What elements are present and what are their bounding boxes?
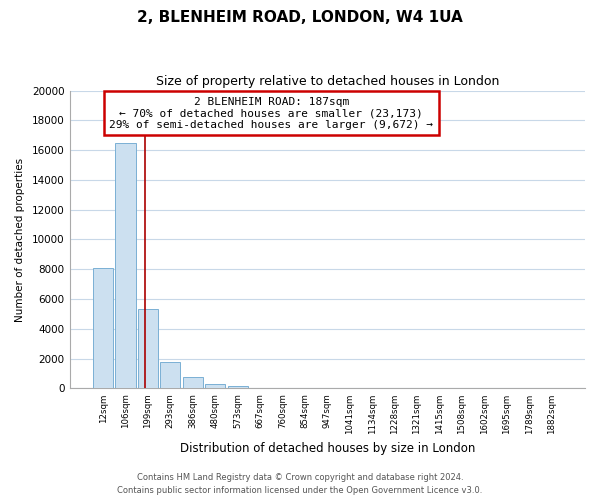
Text: Contains HM Land Registry data © Crown copyright and database right 2024.
Contai: Contains HM Land Registry data © Crown c… bbox=[118, 474, 482, 495]
Text: 2, BLENHEIM ROAD, LONDON, W4 1UA: 2, BLENHEIM ROAD, LONDON, W4 1UA bbox=[137, 10, 463, 25]
Y-axis label: Number of detached properties: Number of detached properties bbox=[15, 158, 25, 322]
Bar bbox=[227, 386, 248, 388]
Text: 2 BLENHEIM ROAD: 187sqm
← 70% of detached houses are smaller (23,173)
29% of sem: 2 BLENHEIM ROAD: 187sqm ← 70% of detache… bbox=[109, 96, 433, 130]
Bar bbox=[182, 376, 203, 388]
Bar bbox=[160, 362, 181, 388]
Bar bbox=[138, 310, 158, 388]
X-axis label: Distribution of detached houses by size in London: Distribution of detached houses by size … bbox=[179, 442, 475, 455]
Bar bbox=[115, 142, 136, 388]
Title: Size of property relative to detached houses in London: Size of property relative to detached ho… bbox=[155, 75, 499, 88]
Bar bbox=[93, 268, 113, 388]
Bar bbox=[205, 384, 225, 388]
